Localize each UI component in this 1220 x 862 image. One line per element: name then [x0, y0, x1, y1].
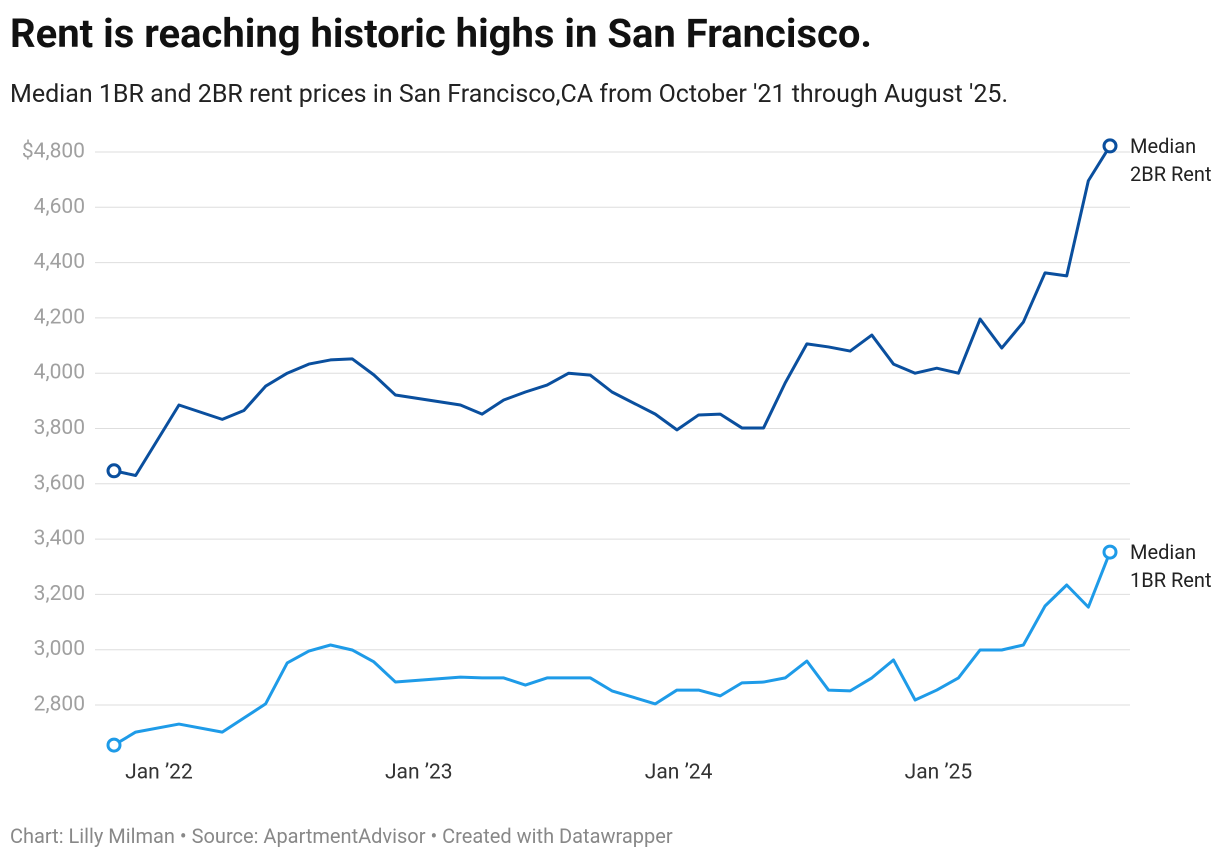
y-tick-label: 4,400	[34, 250, 85, 274]
y-tick-label: 3,600	[34, 471, 85, 495]
y-tick-label: $4,800	[22, 140, 85, 164]
y-tick-label: 3,200	[34, 582, 85, 606]
y-tick-label: 3,000	[34, 637, 85, 661]
series-line	[113, 145, 1112, 478]
series-label: Median 1BR Rent	[1130, 540, 1212, 592]
series-label: Median 2BR Rent	[1130, 134, 1212, 186]
x-tick-label: Jan ’22	[125, 761, 193, 785]
y-tick-label: 4,200	[34, 305, 85, 329]
x-tick-label: Jan ’24	[645, 761, 713, 785]
series-line	[113, 551, 1112, 747]
chart-subtitle: Median 1BR and 2BR rent prices in San Fr…	[10, 80, 1009, 109]
y-tick-label: 3,400	[34, 527, 85, 551]
x-tick-label: Jan ’25	[905, 761, 973, 785]
y-tick-label: 2,800	[34, 693, 85, 717]
chart-footer: Chart: Lilly Milman • Source: ApartmentA…	[10, 824, 673, 848]
end-marker	[1102, 138, 1118, 154]
x-tick-label: Jan ’23	[385, 761, 453, 785]
end-marker	[106, 463, 122, 479]
y-tick-label: 3,800	[34, 416, 85, 440]
y-tick-label: 4,600	[34, 195, 85, 219]
end-marker	[1102, 544, 1118, 560]
y-tick-label: 4,000	[34, 361, 85, 385]
end-marker	[106, 737, 122, 753]
chart-title: Rent is reaching historic highs in San F…	[10, 10, 873, 57]
